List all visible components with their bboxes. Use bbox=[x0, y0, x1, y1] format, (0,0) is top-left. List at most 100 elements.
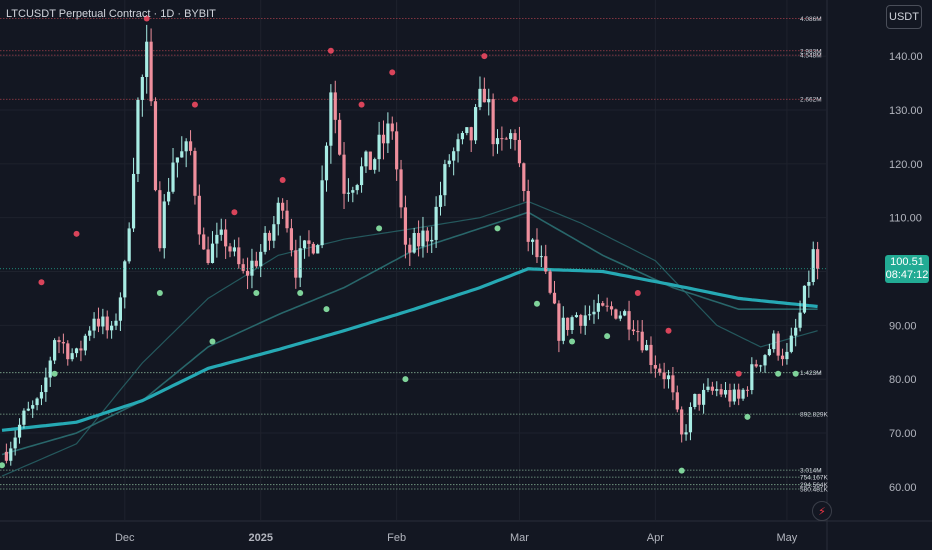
candle-body bbox=[373, 159, 377, 170]
candle-body bbox=[452, 151, 456, 161]
candle-body bbox=[342, 154, 346, 194]
pivot-high-marker bbox=[389, 69, 396, 76]
x-tick-label: Apr bbox=[647, 532, 664, 544]
candle-body bbox=[728, 390, 732, 402]
candle-body bbox=[123, 261, 127, 298]
candle-body bbox=[780, 355, 785, 360]
candle-body bbox=[364, 151, 368, 167]
candle-body bbox=[399, 169, 403, 208]
candle-body bbox=[473, 107, 478, 141]
candle-body bbox=[579, 315, 583, 326]
candle-body bbox=[127, 228, 131, 262]
candle-body bbox=[802, 285, 807, 313]
candle-body bbox=[228, 246, 232, 252]
pivot-low-marker bbox=[678, 467, 685, 474]
candle-body bbox=[180, 151, 184, 158]
pivot-low-marker bbox=[51, 370, 58, 377]
candle-body bbox=[175, 157, 180, 163]
candle-body bbox=[298, 248, 302, 278]
candle-body bbox=[587, 314, 592, 316]
candle-body bbox=[167, 191, 171, 202]
volume-level-label: 3.014M bbox=[800, 468, 822, 475]
pivot-high-marker bbox=[73, 230, 80, 237]
candle-body bbox=[101, 316, 105, 327]
candle-body bbox=[338, 119, 342, 155]
candle-body bbox=[816, 249, 820, 269]
pivot-low-marker bbox=[0, 462, 5, 469]
pivot-high-marker bbox=[143, 15, 150, 22]
candle-body bbox=[557, 303, 561, 341]
candle-body bbox=[535, 239, 539, 258]
pivot-high-marker bbox=[279, 176, 286, 183]
candle-body bbox=[513, 133, 517, 140]
candle-body bbox=[153, 101, 158, 191]
candle-body bbox=[794, 327, 798, 336]
lightning-icon[interactable]: ⚡︎ bbox=[812, 501, 832, 521]
candle-body bbox=[697, 393, 701, 405]
candle-body bbox=[596, 303, 600, 312]
candle-body bbox=[644, 344, 649, 351]
candle-body bbox=[324, 145, 329, 181]
candle-body bbox=[381, 134, 386, 144]
candle-body bbox=[245, 270, 250, 276]
candle-body bbox=[61, 342, 65, 344]
candle-body bbox=[421, 230, 425, 247]
candle-body bbox=[767, 349, 771, 356]
pivot-low-marker bbox=[323, 306, 330, 313]
candle-body bbox=[188, 141, 193, 151]
candle-body bbox=[684, 432, 688, 435]
candle-body bbox=[517, 139, 522, 164]
x-tick-label: Feb bbox=[387, 532, 406, 544]
candle-body bbox=[710, 386, 714, 391]
candle-body bbox=[259, 251, 263, 267]
candle-body bbox=[636, 331, 640, 333]
candle-body bbox=[605, 305, 609, 307]
candle-body bbox=[4, 451, 8, 461]
candle-body bbox=[509, 133, 513, 140]
candle-body bbox=[329, 92, 333, 146]
candle-body bbox=[355, 185, 359, 191]
candle-body bbox=[83, 335, 87, 351]
currency-button[interactable]: USDT bbox=[886, 5, 922, 29]
pivot-low-marker bbox=[533, 300, 540, 307]
candle-body bbox=[149, 41, 153, 102]
last-price-tag: 100.51 08:47:12 bbox=[885, 254, 929, 283]
candle-body bbox=[719, 389, 723, 395]
pivot-low-marker bbox=[209, 338, 216, 345]
candle-body bbox=[53, 340, 57, 361]
candle-body bbox=[403, 207, 408, 245]
pivot-high-marker bbox=[358, 101, 365, 108]
candle-body bbox=[702, 389, 706, 405]
candle-body bbox=[254, 260, 258, 267]
pivot-low-marker bbox=[792, 370, 799, 377]
candle-body bbox=[408, 244, 412, 253]
pivot-low-marker bbox=[569, 338, 576, 345]
candle-body bbox=[272, 224, 276, 241]
candle-body bbox=[307, 240, 311, 244]
candle-body bbox=[44, 377, 48, 393]
candle-body bbox=[811, 249, 815, 283]
candle-body bbox=[443, 164, 447, 196]
candle-body bbox=[438, 195, 443, 207]
candle-body bbox=[745, 389, 750, 391]
y-tick-label: 70.00 bbox=[889, 428, 917, 440]
y-tick-label: 140.00 bbox=[889, 51, 923, 63]
candle-body bbox=[368, 151, 372, 170]
candle-body bbox=[311, 243, 315, 254]
candle-body bbox=[500, 138, 504, 140]
pivot-low-marker bbox=[494, 225, 501, 232]
volume-level-label: 580.481K bbox=[800, 486, 828, 493]
candle-body bbox=[548, 271, 552, 293]
candle-body bbox=[359, 166, 364, 186]
candle-body bbox=[798, 312, 802, 328]
candle-body bbox=[263, 232, 267, 252]
candle-body bbox=[386, 123, 390, 144]
candle-body bbox=[140, 77, 144, 100]
candle-body bbox=[671, 375, 675, 393]
candle-body bbox=[640, 331, 644, 351]
candle-body bbox=[478, 88, 482, 108]
candle-body bbox=[13, 437, 17, 449]
candle-body bbox=[680, 409, 684, 435]
candle-body bbox=[776, 333, 780, 356]
